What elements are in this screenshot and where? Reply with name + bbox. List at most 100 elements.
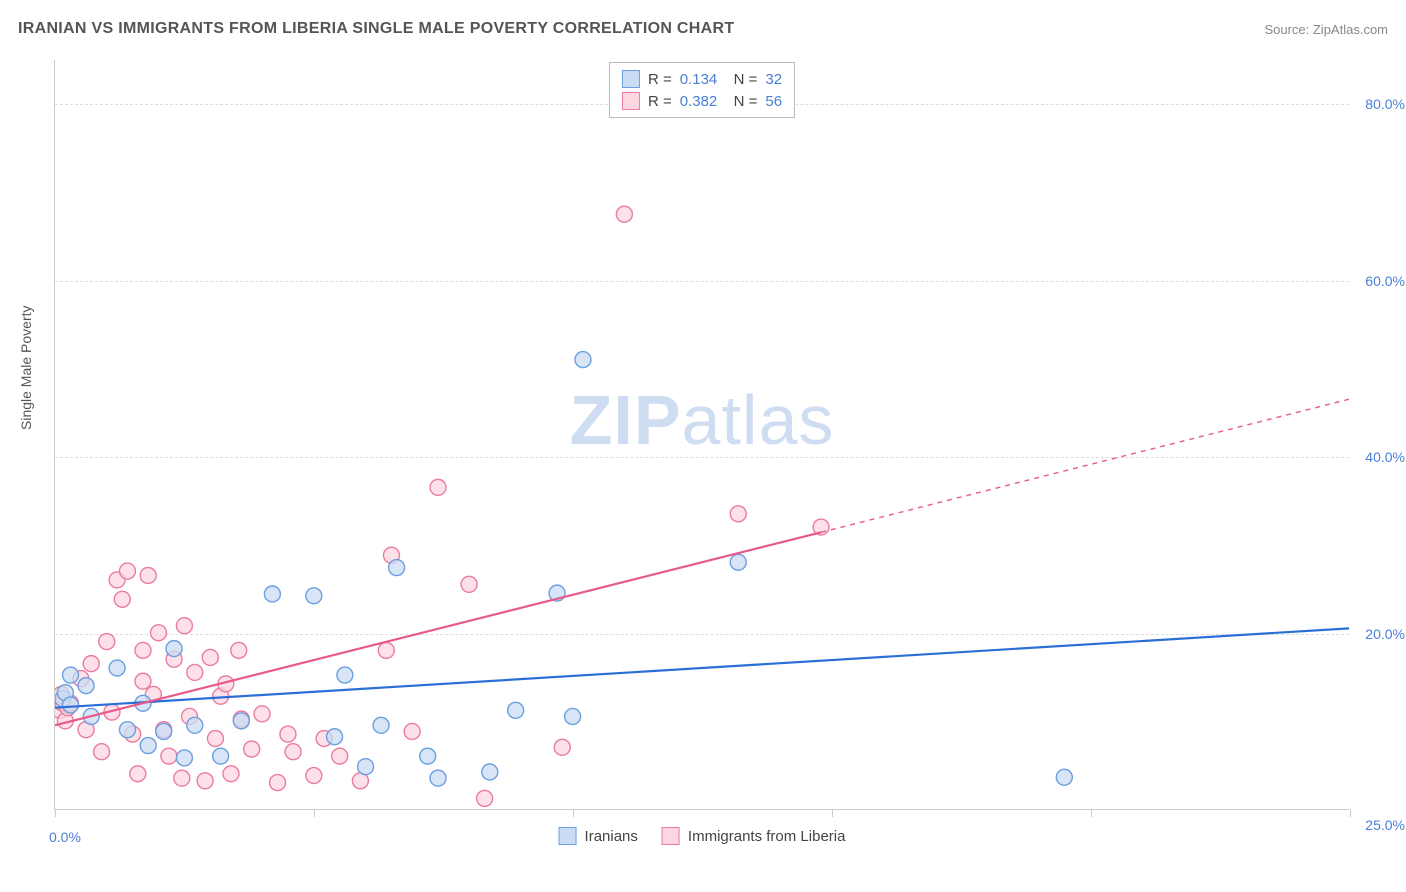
data-point bbox=[616, 206, 632, 222]
x-tick bbox=[573, 809, 574, 817]
series-legend: Iranians Immigrants from Liberia bbox=[559, 827, 846, 845]
data-point bbox=[114, 591, 130, 607]
legend-n-label: N = bbox=[725, 93, 757, 110]
data-point bbox=[197, 773, 213, 789]
data-point bbox=[306, 768, 322, 784]
legend-n-value-iranians: 32 bbox=[765, 71, 782, 88]
data-point bbox=[161, 748, 177, 764]
legend-r-label: R = bbox=[648, 71, 672, 88]
data-point bbox=[109, 660, 125, 676]
data-point bbox=[176, 750, 192, 766]
data-point bbox=[306, 588, 322, 604]
data-point bbox=[420, 748, 436, 764]
data-point bbox=[135, 673, 151, 689]
data-point bbox=[223, 766, 239, 782]
data-point bbox=[270, 775, 286, 791]
x-tick bbox=[1350, 809, 1351, 817]
data-point bbox=[430, 479, 446, 495]
data-point bbox=[202, 649, 218, 665]
data-point bbox=[156, 723, 172, 739]
legend-r-value-iranians: 0.134 bbox=[680, 71, 718, 88]
data-point bbox=[1056, 769, 1072, 785]
x-tick bbox=[832, 809, 833, 817]
data-point bbox=[508, 702, 524, 718]
data-point bbox=[166, 641, 182, 657]
data-point bbox=[63, 697, 79, 713]
swatch-iranians bbox=[622, 70, 640, 88]
legend-item-iranians: Iranians bbox=[559, 827, 638, 845]
trend-line-extrapolated bbox=[821, 399, 1349, 532]
data-point bbox=[94, 744, 110, 760]
swatch-liberia bbox=[662, 827, 680, 845]
y-axis-label: Single Male Poverty bbox=[18, 305, 34, 430]
data-point bbox=[337, 667, 353, 683]
trend-line bbox=[55, 628, 1349, 707]
legend-r-label: R = bbox=[648, 93, 672, 110]
legend-row-liberia: R = 0.382 N = 56 bbox=[622, 90, 782, 112]
y-tick-label: 20.0% bbox=[1365, 626, 1405, 642]
data-point bbox=[358, 759, 374, 775]
data-point bbox=[554, 739, 570, 755]
legend-item-liberia: Immigrants from Liberia bbox=[662, 827, 846, 845]
trend-line bbox=[55, 532, 821, 725]
data-point bbox=[461, 576, 477, 592]
x-tick bbox=[1091, 809, 1092, 817]
x-tick bbox=[314, 809, 315, 817]
data-point bbox=[378, 642, 394, 658]
data-point bbox=[176, 618, 192, 634]
data-point bbox=[231, 642, 247, 658]
data-point bbox=[135, 642, 151, 658]
correlation-legend: R = 0.134 N = 32 R = 0.382 N = 56 bbox=[609, 62, 795, 118]
data-point bbox=[119, 563, 135, 579]
data-point bbox=[430, 770, 446, 786]
data-point bbox=[63, 667, 79, 683]
legend-r-value-liberia: 0.382 bbox=[680, 93, 718, 110]
data-point bbox=[373, 717, 389, 733]
data-point bbox=[207, 731, 223, 747]
data-point bbox=[730, 554, 746, 570]
data-point bbox=[389, 560, 405, 576]
data-point bbox=[404, 723, 420, 739]
data-point bbox=[151, 625, 167, 641]
data-point bbox=[83, 656, 99, 672]
data-point bbox=[213, 748, 229, 764]
x-tick bbox=[55, 809, 56, 817]
data-point bbox=[285, 744, 301, 760]
data-point bbox=[254, 706, 270, 722]
legend-label-liberia: Immigrants from Liberia bbox=[688, 828, 846, 845]
data-point bbox=[99, 634, 115, 650]
legend-n-label: N = bbox=[725, 71, 757, 88]
data-point bbox=[730, 506, 746, 522]
data-point bbox=[187, 717, 203, 733]
data-point bbox=[280, 726, 296, 742]
data-point bbox=[244, 741, 260, 757]
y-tick-label: 80.0% bbox=[1365, 96, 1405, 112]
swatch-iranians bbox=[559, 827, 577, 845]
plot-svg bbox=[55, 60, 1349, 809]
x-tick-label: 25.0% bbox=[1365, 817, 1405, 833]
data-point bbox=[130, 766, 146, 782]
data-point bbox=[477, 790, 493, 806]
y-tick-label: 60.0% bbox=[1365, 273, 1405, 289]
swatch-liberia bbox=[622, 92, 640, 110]
data-point bbox=[174, 770, 190, 786]
data-point bbox=[78, 678, 94, 694]
data-point bbox=[482, 764, 498, 780]
data-point bbox=[565, 708, 581, 724]
data-point bbox=[264, 586, 280, 602]
legend-row-iranians: R = 0.134 N = 32 bbox=[622, 68, 782, 90]
data-point bbox=[233, 713, 249, 729]
data-point bbox=[327, 729, 343, 745]
chart-title: IRANIAN VS IMMIGRANTS FROM LIBERIA SINGL… bbox=[18, 20, 734, 38]
y-tick-label: 40.0% bbox=[1365, 449, 1405, 465]
source-credit: Source: ZipAtlas.com bbox=[1264, 22, 1388, 37]
data-point bbox=[187, 664, 203, 680]
data-point bbox=[140, 738, 156, 754]
data-point bbox=[119, 722, 135, 738]
x-tick-label: 0.0% bbox=[49, 829, 81, 845]
plot-area: ZIPatlas R = 0.134 N = 32 R = 0.382 N = … bbox=[54, 60, 1349, 810]
data-point bbox=[575, 352, 591, 368]
data-point bbox=[332, 748, 348, 764]
legend-n-value-liberia: 56 bbox=[765, 93, 782, 110]
legend-label-iranians: Iranians bbox=[585, 828, 638, 845]
